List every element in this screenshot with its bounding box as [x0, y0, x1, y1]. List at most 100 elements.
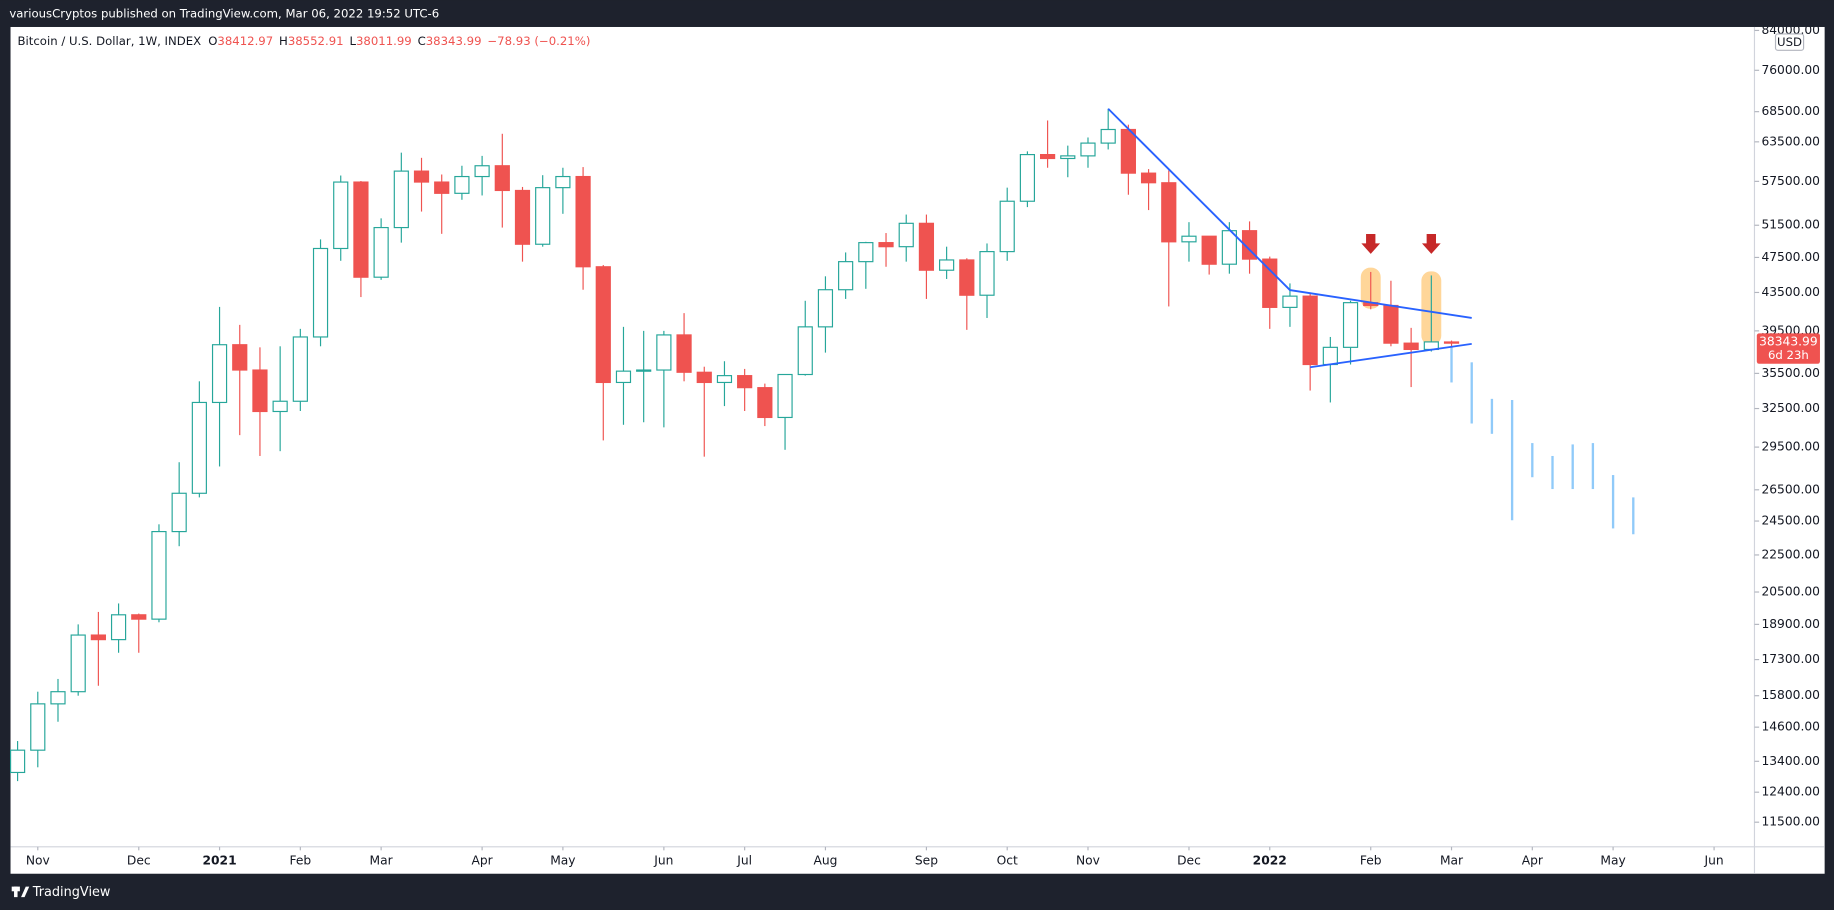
candle-body — [1322, 346, 1338, 366]
ohlc-value: 38552.91 — [288, 33, 344, 47]
candle-body — [292, 336, 308, 402]
logo-part — [14, 886, 18, 898]
candle-body — [9, 749, 26, 774]
candle-body — [575, 175, 591, 268]
y-tick-label: 11500.00 — [1761, 815, 1820, 829]
candle-body — [939, 259, 955, 271]
y-tick-label: 68500.00 — [1761, 104, 1820, 118]
arrow — [1421, 233, 1441, 254]
y-tick-label: 26500.00 — [1761, 482, 1820, 496]
ohlc-letter: C — [418, 33, 426, 47]
ohlc-value: 38011.99 — [356, 33, 412, 47]
candle-body — [999, 200, 1015, 253]
candle-body — [353, 181, 369, 278]
candle-body — [171, 492, 187, 533]
candle-body — [878, 242, 894, 248]
y-tick-label: 63500.00 — [1761, 134, 1820, 148]
candle-body — [757, 387, 773, 419]
candle-body — [555, 175, 571, 189]
candle-body — [393, 170, 409, 229]
x-tick-label: Nov — [1076, 853, 1100, 867]
change: −78.93 (−0.21%) — [487, 33, 590, 47]
candle-body — [494, 165, 510, 192]
candle-body — [1161, 182, 1177, 243]
candle-body — [615, 370, 632, 384]
x-tick-label: Mar — [370, 853, 394, 867]
price-label-box — [1756, 333, 1820, 364]
y-tick-label: 43500.00 — [1761, 285, 1820, 299]
y-tick-label: 22500.00 — [1761, 547, 1820, 561]
candle-body — [70, 634, 86, 693]
countdown: 6d 23h — [1768, 348, 1809, 362]
ohlc-letter: H — [279, 33, 288, 47]
x-tick-label: Jul — [736, 853, 752, 867]
currency-box — [1774, 33, 1805, 51]
candle-body — [1282, 295, 1298, 308]
y-tick-label: 35500.00 — [1761, 366, 1820, 380]
candle-body — [434, 181, 450, 194]
candle-body — [1120, 128, 1136, 174]
y-tick-label: 51500.00 — [1761, 218, 1820, 232]
candle-body — [30, 703, 46, 751]
x-tick-label: May — [1600, 853, 1625, 867]
trendline — [1107, 108, 1472, 319]
x-tick-label: Jun — [653, 853, 673, 867]
candle-body — [838, 261, 854, 291]
y-tick-label: 32500.00 — [1761, 401, 1820, 415]
candle-body — [636, 369, 652, 372]
y-tick-label: 20500.00 — [1761, 585, 1820, 599]
y-tick-label: 12400.00 — [1761, 785, 1820, 799]
candle-body — [514, 189, 531, 245]
candle-body — [413, 170, 430, 183]
candle-body — [656, 334, 672, 371]
plot-area — [9, 108, 1635, 782]
trendline — [1310, 342, 1472, 369]
y-tick-label: 15800.00 — [1761, 688, 1820, 702]
legend: Bitcoin / U.S. Dollar, 1W, INDEX O38412.9… — [18, 33, 591, 47]
candle-body — [1080, 142, 1096, 157]
currency: USD — [1777, 35, 1802, 49]
y-tick-label: 76000.00 — [1761, 63, 1820, 77]
y-tick-label: 29500.00 — [1761, 440, 1820, 454]
candle-body — [50, 691, 66, 705]
candle-body — [817, 289, 834, 328]
candle-body — [1262, 258, 1278, 308]
candle-body — [1039, 154, 1056, 160]
candle-body — [595, 266, 611, 384]
candle-body — [110, 614, 127, 641]
candle-body — [1443, 341, 1460, 344]
candle-body — [232, 344, 248, 371]
x-tick-label: Jun — [1703, 853, 1723, 867]
candle-body — [151, 531, 167, 620]
publisher: variousCryptos published on TradingView.… — [9, 7, 439, 21]
symbol: Bitcoin / U.S. Dollar, 1W, INDEX — [18, 33, 202, 47]
x-tick-label: Dec — [1177, 853, 1201, 867]
ohlc-value: 38343.99 — [426, 33, 482, 47]
candle-body — [535, 187, 551, 245]
candle-body — [191, 401, 207, 494]
x-tick-label: Apr — [471, 853, 493, 867]
arrow — [1361, 233, 1381, 254]
ohlc-value: 38412.97 — [217, 33, 273, 47]
x-tick-label: Feb — [289, 853, 311, 867]
x-tick-label: 2021 — [202, 853, 236, 867]
x-tick-label: 2022 — [1253, 853, 1287, 867]
candle-body — [676, 334, 692, 373]
candle-body — [777, 373, 793, 419]
candle-body — [333, 181, 349, 250]
candle-body — [918, 222, 935, 271]
candle-body — [898, 222, 914, 248]
x-tick-label: Mar — [1440, 853, 1464, 867]
y-tick-label: 24500.00 — [1761, 514, 1820, 528]
candle-body — [1302, 295, 1318, 366]
y-tick-label: 13400.00 — [1761, 754, 1820, 768]
price-label: 38343.99 — [1759, 335, 1818, 349]
ohlc-letter: O — [208, 33, 217, 47]
y-tick-label: 17300.00 — [1761, 652, 1820, 666]
chart-panel — [10, 26, 1825, 874]
candle-body — [312, 247, 329, 338]
candle-body — [1403, 342, 1419, 351]
candle-body — [979, 251, 995, 296]
